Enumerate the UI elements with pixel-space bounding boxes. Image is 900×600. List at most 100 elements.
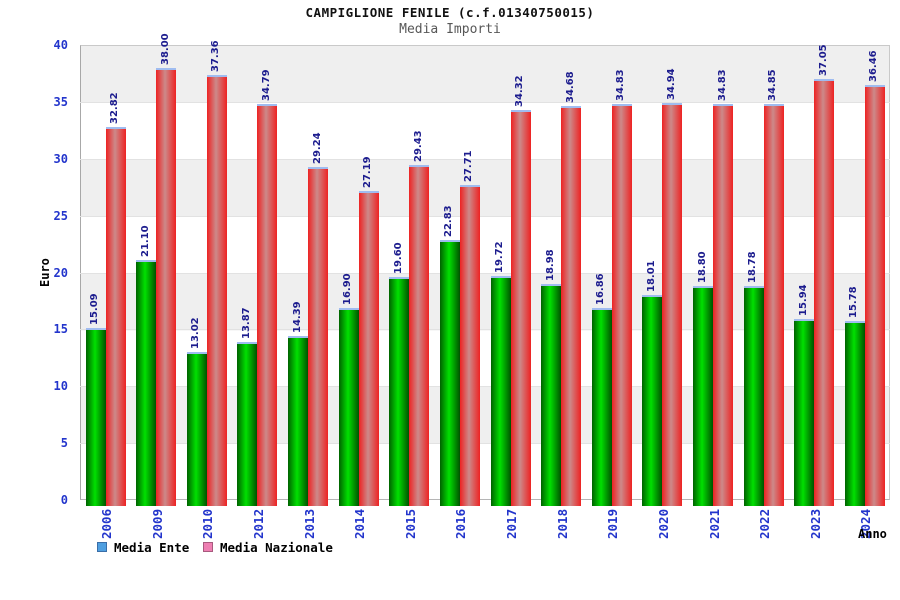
bar-media-nazionale	[510, 109, 531, 506]
bar-media-ente	[338, 307, 359, 506]
bar-media-ente	[490, 275, 511, 506]
bar-media-ente	[541, 284, 562, 506]
bar-value-label: 27.19	[362, 156, 374, 188]
x-tick-label-year: 2006	[99, 508, 114, 539]
x-tick-label-year: 2023	[807, 508, 823, 539]
bar-value-label: 15.78	[848, 285, 860, 318]
legend-swatch-media-nazionale	[203, 542, 213, 552]
bar-value-label: 27.71	[463, 150, 475, 182]
bar-media-nazionale	[358, 190, 379, 506]
x-tick-label-year: 2018	[554, 508, 570, 539]
legend-label-media-nazionale: Media Nazionale	[220, 540, 333, 555]
x-tick-label-year: 2019	[605, 508, 621, 539]
bar-value-label: 15.09	[89, 293, 100, 326]
y-tick-label: 30	[53, 151, 68, 166]
bar-value-label: 16.90	[342, 273, 354, 305]
bar-value-label: 21.10	[139, 225, 151, 257]
y-tick-label: 10	[53, 379, 68, 394]
x-tick-label-year: 2017	[504, 508, 519, 539]
bar-value-label: 13.87	[240, 307, 252, 340]
gridline	[80, 101, 890, 103]
x-tick-label-year: 2010	[200, 508, 216, 539]
x-tick-label-year: 2016	[453, 508, 469, 539]
chart-title: CAMPIGLIONE FENILE (c.f.01340750015)	[305, 5, 595, 20]
bar-media-ente	[642, 295, 663, 506]
bar-value-label: 19.60	[392, 242, 404, 274]
bar-media-nazionale	[864, 85, 885, 506]
bar-media-nazionale	[561, 105, 582, 506]
bar-media-nazionale	[459, 184, 480, 506]
bar-value-label: 29.24	[311, 132, 323, 165]
bar-media-ente	[237, 342, 258, 506]
bar-value-label: 34.85	[767, 68, 779, 101]
y-tick-label: 0	[60, 493, 68, 507]
bar-value-label: 18.78	[747, 251, 759, 284]
x-tick-label-year: 2014	[352, 508, 368, 539]
bar-value-label: 37.05	[817, 43, 829, 76]
x-tick-label-year: 2009	[149, 508, 165, 539]
bar-value-label: 15.94	[797, 284, 809, 316]
gridline	[80, 158, 890, 160]
bar-value-label: 22.83	[443, 205, 455, 238]
bar-media-nazionale	[257, 104, 278, 506]
bar-media-nazionale	[763, 103, 784, 506]
bar-media-ente	[186, 351, 207, 506]
y-tick-label: 20	[53, 265, 68, 280]
bar-media-nazionale	[409, 165, 430, 506]
bar-value-label: 18.80	[696, 251, 708, 284]
bar-value-label: 34.94	[665, 67, 677, 100]
bar-value-label: 13.02	[190, 317, 202, 349]
legend-label-media-ente: Media Ente	[114, 540, 190, 555]
gridline	[80, 329, 890, 331]
x-tick-label-year: 2013	[301, 508, 317, 539]
y-tick-label: 25	[53, 208, 68, 223]
gridline	[80, 272, 890, 274]
bar-media-ente	[693, 286, 713, 506]
y-tick-label: 15	[53, 322, 68, 337]
bar-value-label: 36.46	[868, 50, 880, 83]
x-tick-label-year: 2022	[757, 508, 773, 539]
bar-media-ente	[743, 286, 764, 506]
x-tick-label-year: 2012	[250, 508, 266, 539]
gridline	[80, 443, 890, 445]
bar-value-label: 18.98	[544, 249, 556, 282]
bar-value-label: 16.86	[595, 273, 607, 306]
bar-media-ente	[136, 260, 157, 506]
bar-media-nazionale	[713, 103, 733, 506]
gridline	[80, 215, 890, 217]
x-tick-label-year: 2015	[402, 508, 418, 539]
bar-value-label: 34.32	[514, 74, 525, 107]
bar-value-label: 14.39	[291, 301, 303, 334]
bar-media-nazionale	[611, 103, 632, 506]
bar-value-label: 34.83	[716, 69, 728, 101]
bar-media-ente	[591, 308, 612, 506]
bar-media-nazionale	[206, 75, 227, 506]
bar-media-nazionale	[662, 102, 683, 506]
bar-media-nazionale	[814, 78, 835, 506]
bar-value-label: 29.43	[412, 130, 424, 163]
bar-value-label: 19.72	[494, 241, 505, 273]
chart-subtitle: Media Importi	[399, 22, 501, 37]
chart-legend: Media Ente Media Nazionale	[0, 538, 900, 558]
x-tick-label-year: 2021	[706, 508, 722, 539]
bar-media-ente	[844, 320, 865, 506]
x-tick-label-year: 2020	[655, 508, 671, 539]
bar-media-ente	[794, 318, 815, 506]
y-tick-label: 35	[53, 94, 68, 109]
legend-swatch-media-ente	[97, 542, 107, 552]
bar-media-ente	[288, 336, 308, 506]
x-axis-title: Anno	[858, 527, 887, 541]
bar-media-nazionale	[156, 67, 177, 507]
bar-media-ente	[439, 240, 460, 506]
bar-value-label: 18.01	[645, 260, 657, 293]
y-tick-label: 5	[60, 436, 68, 451]
bar-value-label: 34.68	[564, 70, 576, 103]
gridline	[80, 386, 890, 388]
bar-media-nazionale	[308, 167, 328, 506]
bar-value-label: 34.83	[615, 69, 627, 101]
bar-media-ente	[85, 328, 106, 506]
bar-value-label: 38.00	[159, 33, 171, 65]
y-tick-label: 40	[53, 38, 68, 52]
bar-media-nazionale	[105, 126, 126, 506]
